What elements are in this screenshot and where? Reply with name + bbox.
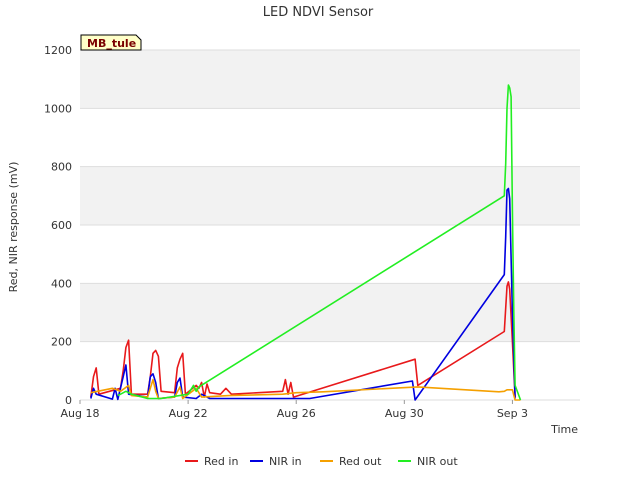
site-badge: MB_tule xyxy=(80,34,142,51)
series-layer xyxy=(90,84,522,401)
series-line-nir-out xyxy=(117,84,522,401)
grid-lines xyxy=(80,49,580,401)
legend-label: NIR out xyxy=(417,455,458,468)
y-tick-label: 1200 xyxy=(44,44,72,57)
y-axis-ticks: 0 200 400 600 800 1000 1200 xyxy=(44,44,72,407)
background-band xyxy=(80,166,580,225)
legend-item-nir-in: NIR in xyxy=(250,455,302,468)
legend: Red in NIR in Red out NIR out xyxy=(185,455,458,468)
badge-box xyxy=(80,34,142,51)
y-tick-label: 600 xyxy=(51,219,72,232)
legend-item-red-out: Red out xyxy=(320,455,382,468)
x-axis-label: Time xyxy=(550,423,578,436)
series-line-red-out xyxy=(90,378,521,401)
legend-label: NIR in xyxy=(269,455,302,468)
x-tick-label: Aug 26 xyxy=(277,407,316,420)
x-tick-label: Aug 30 xyxy=(385,407,424,420)
legend-label: Red out xyxy=(339,455,382,468)
background-band xyxy=(80,283,580,342)
legend-item-nir-out: NIR out xyxy=(398,455,458,468)
background-bands xyxy=(80,50,580,342)
x-tick-label: Aug 22 xyxy=(169,407,208,420)
background-band xyxy=(80,50,580,109)
badge-label: MB_tule xyxy=(87,37,136,50)
legend-label: Red in xyxy=(204,455,238,468)
y-tick-label: 200 xyxy=(51,336,72,349)
y-axis-label: Red, NIR response (mV) xyxy=(7,162,20,293)
x-tick-label: Sep 3 xyxy=(497,407,528,420)
x-tick-label: Aug 18 xyxy=(61,407,100,420)
legend-item-red-in: Red in xyxy=(185,455,238,468)
y-tick-label: 0 xyxy=(65,394,72,407)
x-axis-ticks: Aug 18 Aug 22 Aug 26 Aug 30 Sep 3 xyxy=(61,400,528,420)
series-line-red-in xyxy=(90,281,516,398)
chart-title: LED NDVI Sensor xyxy=(263,5,374,20)
y-tick-label: 400 xyxy=(51,277,72,290)
y-tick-label: 800 xyxy=(51,161,72,174)
y-tick-label: 1000 xyxy=(44,102,72,115)
